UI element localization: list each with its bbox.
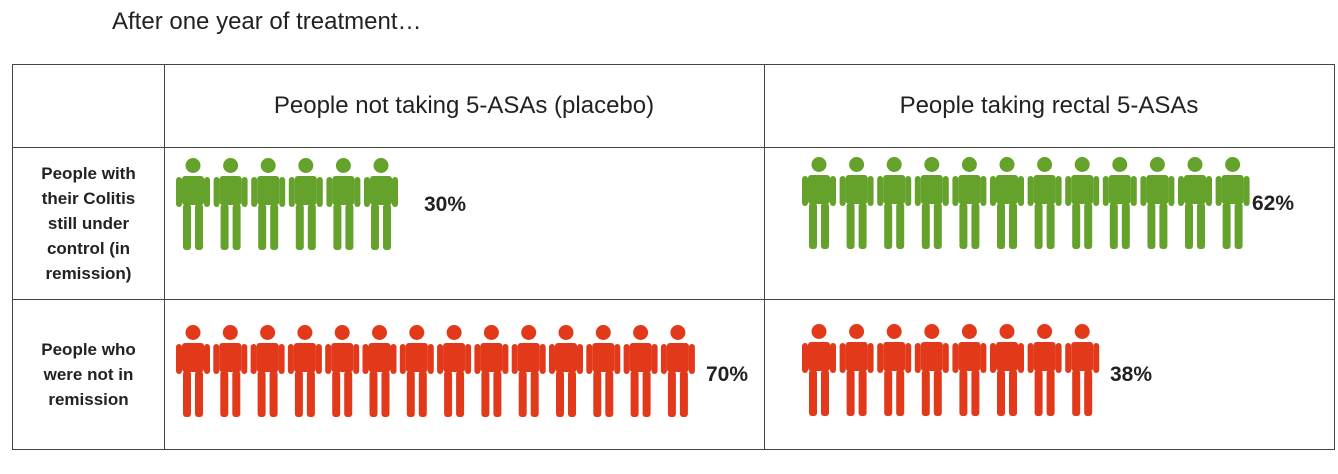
person-figure-not-remission xyxy=(287,325,322,417)
row-header-remission-label: People with their Colitis still under co… xyxy=(41,163,136,283)
person-figure-remission xyxy=(1102,157,1137,249)
person-figure-not-remission xyxy=(914,324,949,416)
person-figure-not-remission xyxy=(511,325,546,417)
person-figure-not-remission xyxy=(802,324,836,416)
person-figure-remission xyxy=(176,158,210,250)
person-figure-remission xyxy=(213,158,248,250)
value-label-placebo-not-remission: 70% xyxy=(706,363,749,386)
person-figure-not-remission xyxy=(1065,324,1100,416)
person-figure-remission xyxy=(288,158,323,250)
person-figure-not-remission xyxy=(839,324,874,416)
person-figure-remission xyxy=(877,157,912,249)
person-figure-not-remission xyxy=(325,325,360,417)
row-header-not-remission-label: People who were not in remission xyxy=(41,339,136,409)
person-figure-remission xyxy=(1140,157,1175,249)
person-figure-remission xyxy=(802,157,836,249)
row-divider xyxy=(13,147,1334,148)
person-figure-not-remission xyxy=(990,324,1024,416)
person-figure-not-remission xyxy=(660,325,695,417)
person-figure-not-remission xyxy=(437,325,472,417)
person-figure-not-remission xyxy=(1027,324,1062,416)
row-divider xyxy=(13,299,1334,300)
row-header-not-remission: People who were not in remission xyxy=(13,299,164,449)
person-figure-not-remission xyxy=(176,325,210,417)
person-figure-not-remission xyxy=(250,325,285,417)
value-label-rectal-not-remission: 38% xyxy=(1110,363,1153,386)
person-figure-not-remission xyxy=(586,325,621,417)
person-figure-remission xyxy=(839,157,874,249)
person-figure-not-remission xyxy=(952,324,987,416)
value-label-rectal-remission: 62% xyxy=(1252,192,1295,215)
column-divider xyxy=(164,65,165,449)
person-figure-remission xyxy=(1065,157,1100,249)
person-figure-not-remission xyxy=(399,325,434,417)
chart-title: After one year of treatment… xyxy=(112,8,422,35)
person-figure-remission xyxy=(1178,157,1212,249)
person-figure-remission xyxy=(364,158,398,250)
person-figure-not-remission xyxy=(623,325,658,417)
column-header-rectal-5-asas: People taking rectal 5-ASAs xyxy=(899,92,1199,119)
column-header-placebo: People not taking 5-ASAs (placebo) xyxy=(273,92,655,119)
person-figure-remission xyxy=(952,157,987,249)
value-label-placebo-remission: 30% xyxy=(424,193,467,216)
row-header-remission: People with their Colitis still under co… xyxy=(13,147,164,299)
person-figure-not-remission xyxy=(474,325,509,417)
column-divider xyxy=(764,65,765,449)
person-figure-remission xyxy=(990,157,1024,249)
results-table: People not taking 5-ASAs (placebo) Peopl… xyxy=(12,64,1335,450)
person-figure-remission xyxy=(326,158,361,250)
person-figure-not-remission xyxy=(362,325,397,417)
person-figure-not-remission xyxy=(877,324,912,416)
person-figure-remission xyxy=(251,158,286,250)
person-figure-remission xyxy=(1027,157,1062,249)
person-figure-remission xyxy=(1215,157,1250,249)
person-figure-not-remission xyxy=(213,325,248,417)
person-figure-not-remission xyxy=(549,325,583,417)
person-figure-remission xyxy=(914,157,949,249)
